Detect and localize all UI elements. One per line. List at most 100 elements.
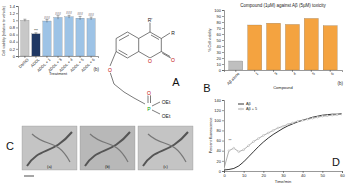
marker xyxy=(233,147,235,149)
panel-letter: A xyxy=(172,76,180,88)
tick-label: 30 xyxy=(217,50,222,55)
tick: 100 xyxy=(214,118,224,123)
atom-label: R' xyxy=(148,17,153,23)
tick-mark xyxy=(16,20,18,21)
marker xyxy=(272,130,274,132)
tick: 80 xyxy=(217,20,224,25)
bar xyxy=(266,23,280,70)
marker xyxy=(336,114,338,116)
error-bar xyxy=(79,16,82,20)
bond xyxy=(110,72,114,84)
bond xyxy=(119,50,128,55)
tick-label: 100 xyxy=(214,8,221,13)
tick: 60 xyxy=(217,32,224,37)
tick-label: 40 xyxy=(217,44,222,49)
tick: 1 xyxy=(254,70,260,76)
marker xyxy=(331,114,333,116)
bond xyxy=(116,32,127,39)
axis: Aβ alone13456 xyxy=(225,70,343,86)
tick: 3 xyxy=(273,70,279,76)
axis-title: Compound xyxy=(273,85,293,90)
bar xyxy=(54,17,62,56)
marker xyxy=(307,118,309,120)
tick: 10 xyxy=(217,62,224,67)
marker xyxy=(253,141,255,143)
tick-label: 1.2 xyxy=(9,11,15,16)
tick-mark xyxy=(16,13,18,14)
annotation: ** xyxy=(229,139,232,143)
bar xyxy=(304,18,318,70)
tick-mark xyxy=(222,110,224,111)
legend-swatch xyxy=(238,109,244,110)
bond xyxy=(110,52,116,67)
tick-mark xyxy=(222,22,224,23)
tick: 1.2 xyxy=(9,11,18,16)
bond xyxy=(161,52,170,57)
axis: 00.20.40.60.811.21.4 xyxy=(9,4,18,59)
panel-letter: B xyxy=(203,82,210,94)
bond xyxy=(124,92,134,98)
bar xyxy=(323,26,337,70)
bond xyxy=(114,84,124,92)
bond xyxy=(150,22,151,32)
tick-label: 50 xyxy=(217,38,222,43)
panel-letter: D xyxy=(332,156,340,168)
tick-mark xyxy=(222,151,224,152)
tick: 5 xyxy=(311,70,317,76)
tick-label: 0 xyxy=(219,169,222,174)
fibril xyxy=(27,132,72,166)
tick-label: 40 xyxy=(301,173,306,178)
tick: 0.8 xyxy=(9,25,18,30)
axis-title: Treatment xyxy=(49,71,68,76)
tick-label: 80 xyxy=(217,20,222,25)
annotation: ### xyxy=(44,16,50,20)
tick: 60 xyxy=(217,138,224,143)
tick-label: 40 xyxy=(217,148,222,153)
tick-label: 60 xyxy=(340,173,345,178)
tick-label: 0 xyxy=(13,54,16,59)
bond xyxy=(151,35,159,40)
tick-label: 0.6 xyxy=(9,32,15,37)
micrograph xyxy=(22,126,77,170)
panel-label: (b) xyxy=(94,67,100,72)
tick: 30 xyxy=(281,171,286,178)
marker xyxy=(258,138,260,140)
tick-label: Aβ alone xyxy=(226,71,241,86)
tick-label: 50 xyxy=(321,173,326,178)
micrograph-label: (b) xyxy=(105,164,111,169)
tick: 0.2 xyxy=(9,47,18,52)
annotation: *** xyxy=(34,29,39,33)
tick-mark xyxy=(16,6,18,7)
bond xyxy=(161,39,162,52)
tick-mark xyxy=(222,10,224,11)
tick: 40 xyxy=(217,148,224,153)
tick-label: 90 xyxy=(217,14,222,19)
tick-mark xyxy=(222,130,224,131)
tick-label: 6 xyxy=(330,71,336,77)
scale-bar xyxy=(24,176,34,177)
tick: DMSO xyxy=(18,56,30,69)
panel-letter: C xyxy=(6,140,14,152)
marker xyxy=(224,168,225,170)
bar xyxy=(32,34,40,56)
tick-mark xyxy=(222,58,224,59)
micrographs: (a)(b)(c) xyxy=(22,126,193,176)
tick-mark xyxy=(222,161,224,162)
tick-label: 20 xyxy=(217,56,222,61)
tick-mark xyxy=(222,16,224,17)
bond xyxy=(161,33,170,39)
tick: 120 xyxy=(214,108,224,113)
axis-line xyxy=(16,7,19,57)
annotation: ### xyxy=(77,12,83,16)
tick-mark xyxy=(222,46,224,47)
annotation: ### xyxy=(66,11,72,15)
tick: 40 xyxy=(217,44,224,49)
tick-label: 5 xyxy=(311,71,317,77)
tick: 30 xyxy=(217,50,224,55)
tick-mark xyxy=(16,49,18,50)
marker xyxy=(321,115,323,117)
structure: R'ROOOPOOEtOEt xyxy=(108,17,175,119)
bond xyxy=(152,110,160,114)
bond xyxy=(138,39,139,52)
axis-title: % Cell viability xyxy=(208,28,212,51)
